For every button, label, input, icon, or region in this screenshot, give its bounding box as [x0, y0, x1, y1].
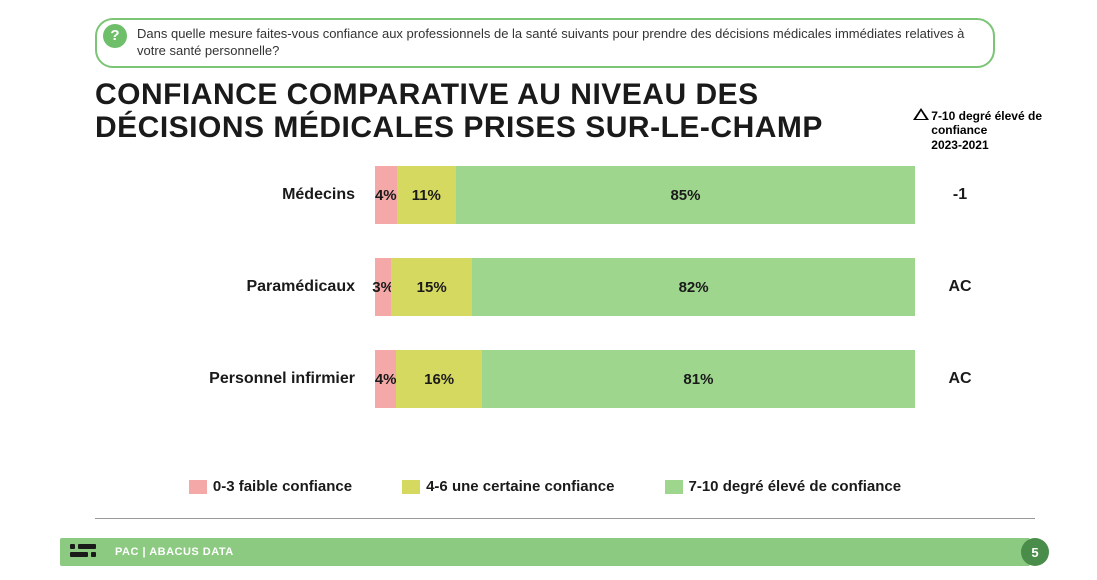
- chart-row: Personnel infirmier4%16%81% AC: [95, 349, 995, 409]
- bar-segment-low: 3%: [375, 258, 391, 316]
- row-label: Paramédicaux: [95, 278, 375, 296]
- page-number: 5: [1021, 538, 1049, 566]
- legend-label-high: 7-10 degré élevé de confiance: [689, 478, 902, 495]
- legend-label-mid: 4-6 une certaine confiance: [426, 478, 614, 495]
- bar: 4%16%81%: [375, 350, 915, 408]
- bar-segment-high: 85%: [456, 166, 915, 224]
- divider: [95, 518, 1035, 519]
- delta-header-l2: confiance: [931, 123, 987, 137]
- footer-text: PAC | ABACUS DATA: [115, 546, 234, 558]
- delta-header: 7-10 degré élevé de confiance 2023-2021: [913, 108, 1042, 152]
- delta-value: -1: [925, 186, 995, 204]
- bar-segment-low: 4%: [375, 166, 397, 224]
- delta-value: AC: [925, 370, 995, 388]
- swatch-high: [665, 480, 683, 494]
- swatch-low: [189, 480, 207, 494]
- footer-logo-icon: [70, 544, 100, 560]
- slide-title: CONFIANCE COMPARATIVE AU NIVEAU DES DÉCI…: [95, 78, 835, 144]
- bar-segment-high: 82%: [472, 258, 915, 316]
- legend-label-low: 0-3 faible confiance: [213, 478, 352, 495]
- bar-segment-mid: 16%: [396, 350, 482, 408]
- bar: 4%11%85%: [375, 166, 915, 224]
- triangle-icon: [913, 108, 929, 120]
- bar-segment-low: 4%: [375, 350, 396, 408]
- question-icon: ?: [103, 24, 127, 48]
- legend-item-low: 0-3 faible confiance: [189, 478, 352, 495]
- row-label: Médecins: [95, 186, 375, 204]
- bar-segment-mid: 15%: [391, 258, 472, 316]
- question-text: Dans quelle mesure faites-vous confiance…: [137, 26, 964, 58]
- bar-segment-mid: 11%: [397, 166, 456, 224]
- legend-item-mid: 4-6 une certaine confiance: [402, 478, 614, 495]
- row-label: Personnel infirmier: [95, 370, 375, 388]
- swatch-mid: [402, 480, 420, 494]
- footer-bar: PAC | ABACUS DATA: [60, 538, 1030, 566]
- chart-row: Paramédicaux3%15%82% AC: [95, 257, 995, 317]
- bar-segment-high: 81%: [482, 350, 915, 408]
- legend-item-high: 7-10 degré élevé de confiance: [665, 478, 902, 495]
- bar: 3%15%82%: [375, 258, 915, 316]
- delta-header-l1: 7-10 degré élevé de: [931, 109, 1042, 123]
- delta-header-l3: 2023-2021: [931, 138, 988, 152]
- legend: 0-3 faible confiance 4-6 une certaine co…: [95, 478, 995, 495]
- question-box: ? Dans quelle mesure faites-vous confian…: [95, 18, 995, 68]
- chart-area: Médecins4%11%85%-1Paramédicaux3%15%82%AC…: [95, 165, 995, 441]
- delta-value: AC: [925, 278, 995, 296]
- chart-row: Médecins4%11%85% -1: [95, 165, 995, 225]
